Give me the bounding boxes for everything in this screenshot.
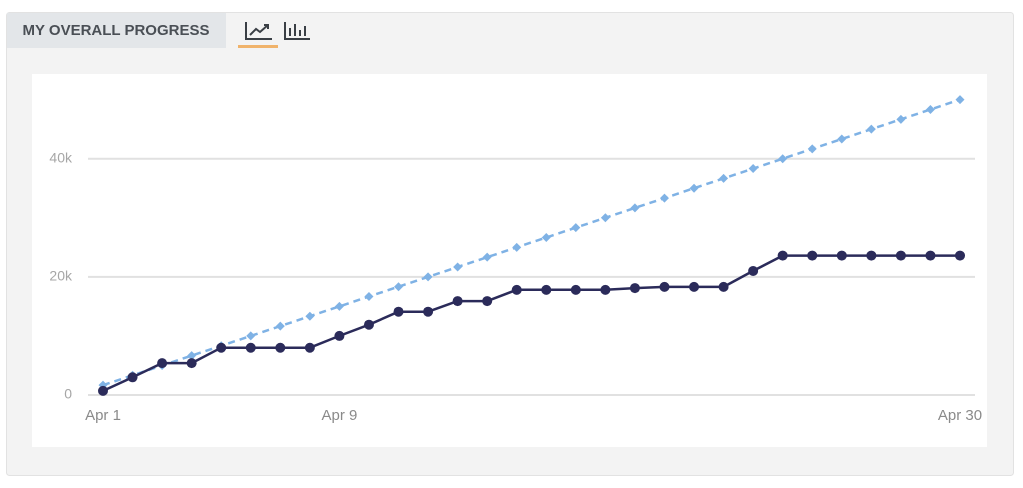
point xyxy=(896,114,906,124)
point xyxy=(866,124,876,134)
point xyxy=(659,193,669,203)
series-line xyxy=(102,98,961,387)
point xyxy=(955,95,965,105)
point xyxy=(659,281,670,292)
point xyxy=(187,351,197,361)
point xyxy=(186,358,197,369)
point xyxy=(777,250,788,261)
point xyxy=(600,213,610,223)
point xyxy=(512,242,522,252)
point xyxy=(541,232,551,242)
point xyxy=(836,250,847,261)
point xyxy=(423,306,434,317)
point xyxy=(245,342,256,353)
tab-title: MY OVERALL PROGRESS xyxy=(23,22,210,39)
point xyxy=(334,330,345,341)
point xyxy=(748,164,758,174)
point xyxy=(334,301,344,311)
point xyxy=(452,296,463,307)
point xyxy=(305,311,315,321)
plot-area xyxy=(32,74,987,447)
x-tick-label: Apr 1 xyxy=(85,407,121,424)
point xyxy=(394,282,404,292)
point xyxy=(748,265,759,276)
point xyxy=(275,342,286,353)
point xyxy=(571,223,581,233)
bar-view-icon[interactable] xyxy=(284,22,310,40)
point xyxy=(807,250,818,261)
point xyxy=(304,342,315,353)
point xyxy=(157,358,168,369)
point xyxy=(363,319,374,330)
point xyxy=(925,250,936,261)
point xyxy=(895,250,906,261)
point xyxy=(630,203,640,213)
point xyxy=(807,144,817,154)
point xyxy=(98,385,108,396)
point xyxy=(600,284,611,295)
x-tick-label: Apr 9 xyxy=(321,407,357,424)
point xyxy=(511,284,522,295)
point xyxy=(541,284,552,295)
point xyxy=(955,250,965,261)
chart: 0 20k 40k Apr 1 Apr 9 Apr 30 xyxy=(49,95,982,424)
point xyxy=(866,250,877,261)
point xyxy=(393,306,404,317)
point xyxy=(689,183,699,193)
point xyxy=(570,284,581,295)
point xyxy=(482,252,492,262)
point xyxy=(778,154,788,164)
point xyxy=(246,331,256,341)
point xyxy=(453,262,463,272)
point xyxy=(423,272,433,282)
point xyxy=(482,296,493,307)
y-tick-label: 40k xyxy=(49,149,73,165)
y-tick-label: 0 xyxy=(64,386,72,402)
point xyxy=(275,321,285,331)
y-tick-label: 20k xyxy=(49,268,73,284)
point xyxy=(718,281,729,292)
point xyxy=(629,283,640,294)
x-tick-label: Apr 30 xyxy=(938,407,982,424)
line-view-icon[interactable] xyxy=(245,22,272,40)
point xyxy=(689,281,700,292)
point xyxy=(925,104,935,114)
tab[interactable] xyxy=(7,13,226,48)
point xyxy=(127,372,138,383)
point xyxy=(364,292,374,302)
point xyxy=(837,134,847,144)
point xyxy=(719,173,729,183)
active-underline xyxy=(238,45,278,48)
point xyxy=(216,342,227,353)
